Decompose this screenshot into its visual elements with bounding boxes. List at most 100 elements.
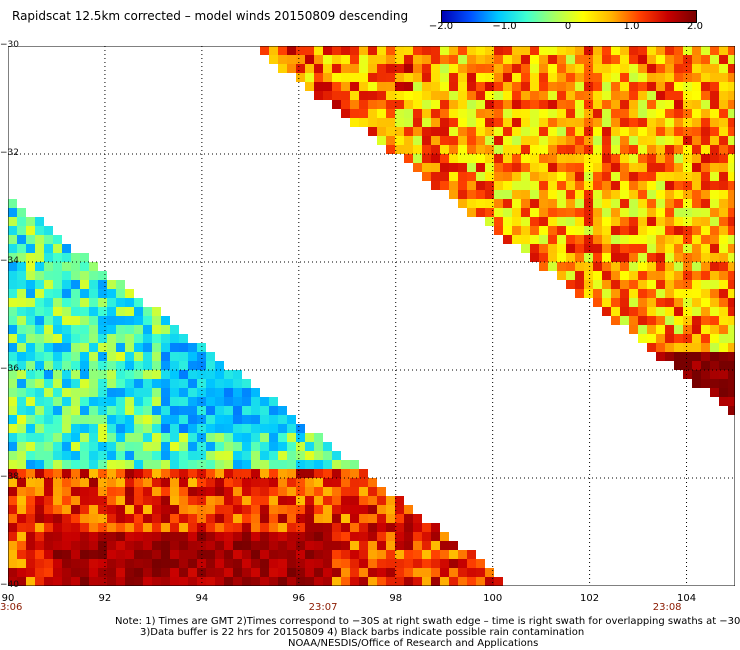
swath-cell xyxy=(422,163,431,172)
swath-cell xyxy=(620,262,629,271)
swath-cell xyxy=(701,226,710,235)
swath-cell xyxy=(476,163,485,172)
swath-cell xyxy=(224,559,233,568)
swath-cell xyxy=(143,325,152,334)
swath-cell xyxy=(278,442,287,451)
swath-cell xyxy=(467,145,476,154)
swath-cell xyxy=(332,478,341,487)
swath-cell xyxy=(179,541,188,550)
swath-cell xyxy=(17,406,26,415)
swath-cell xyxy=(134,505,143,514)
swath-cell xyxy=(116,550,125,559)
swath-cell xyxy=(80,568,89,577)
swath-cell xyxy=(107,280,116,289)
swath-cell xyxy=(314,550,323,559)
swath-cell xyxy=(431,181,440,190)
swath-cell xyxy=(197,523,206,532)
swath-cell xyxy=(566,190,575,199)
swath-cell xyxy=(125,478,134,487)
swath-cell xyxy=(125,559,134,568)
swath-cell xyxy=(503,91,512,100)
swath-cell xyxy=(539,55,548,64)
swath-cell xyxy=(413,136,422,145)
swath-cell xyxy=(35,406,44,415)
swath-cell xyxy=(539,100,548,109)
swath-cell xyxy=(674,352,683,361)
swath-cell xyxy=(683,190,692,199)
swath-cell xyxy=(575,199,584,208)
swath-cell xyxy=(233,541,242,550)
swath-cell xyxy=(332,532,341,541)
swath-cell xyxy=(134,460,143,469)
swath-cell xyxy=(701,91,710,100)
swath-cell xyxy=(638,145,647,154)
swath-cell xyxy=(620,109,629,118)
swath-cell xyxy=(71,289,80,298)
swath-cell xyxy=(665,235,674,244)
swath-cell xyxy=(566,136,575,145)
swath-cell xyxy=(107,487,116,496)
swath-cell xyxy=(629,127,638,136)
swath-cell xyxy=(314,460,323,469)
swath-cell xyxy=(80,361,89,370)
swath-cell xyxy=(62,559,71,568)
swath-cell xyxy=(35,523,44,532)
swath-cell xyxy=(611,136,620,145)
swath-cell xyxy=(143,505,152,514)
swath-cell xyxy=(341,559,350,568)
swath-cell xyxy=(62,523,71,532)
swath-cell xyxy=(575,226,584,235)
swath-cell xyxy=(17,361,26,370)
swath-cell xyxy=(17,415,26,424)
swath-cell xyxy=(701,361,710,370)
swath-cell xyxy=(89,559,98,568)
swath-cell xyxy=(44,253,53,262)
swath-cell xyxy=(683,73,692,82)
swath-cell xyxy=(503,154,512,163)
swath-cell xyxy=(575,253,584,262)
swath-cell xyxy=(557,64,566,73)
swath-cell xyxy=(8,316,17,325)
swath-cell xyxy=(575,172,584,181)
swath-cell xyxy=(53,271,62,280)
swath-cell xyxy=(179,415,188,424)
swath-cell xyxy=(350,514,359,523)
swath-cell xyxy=(26,550,35,559)
swath-cell xyxy=(467,199,476,208)
swath-cell xyxy=(674,55,683,64)
swath-cell xyxy=(107,550,116,559)
swath-cell xyxy=(62,388,71,397)
swath-cell xyxy=(728,163,735,172)
swath-cell xyxy=(584,235,593,244)
swath-cell xyxy=(611,226,620,235)
swath-cell xyxy=(305,541,314,550)
swath-cell xyxy=(638,172,647,181)
swath-cell xyxy=(710,325,719,334)
swath-cell xyxy=(521,208,530,217)
swath-cell xyxy=(719,127,728,136)
swath-cell xyxy=(170,415,179,424)
swath-cell xyxy=(440,568,449,577)
swath-cell xyxy=(332,64,341,73)
swath-cell xyxy=(215,487,224,496)
swath-cell xyxy=(701,235,710,244)
swath-cell xyxy=(143,523,152,532)
swath-cell xyxy=(683,181,692,190)
swath-cell xyxy=(548,55,557,64)
swath-cell xyxy=(17,343,26,352)
swath-cell xyxy=(89,532,98,541)
swath-cell xyxy=(134,532,143,541)
swath-cell xyxy=(638,334,647,343)
swath-cell xyxy=(377,55,386,64)
swath-cell xyxy=(89,568,98,577)
swath-cell xyxy=(719,109,728,118)
swath-cell xyxy=(80,541,89,550)
swath-cell xyxy=(260,505,269,514)
swath-cell xyxy=(701,244,710,253)
swath-cell xyxy=(170,550,179,559)
swath-cell xyxy=(539,145,548,154)
swath-cell xyxy=(575,55,584,64)
swath-cell xyxy=(530,109,539,118)
swath-cell xyxy=(287,487,296,496)
swath-cell xyxy=(593,190,602,199)
